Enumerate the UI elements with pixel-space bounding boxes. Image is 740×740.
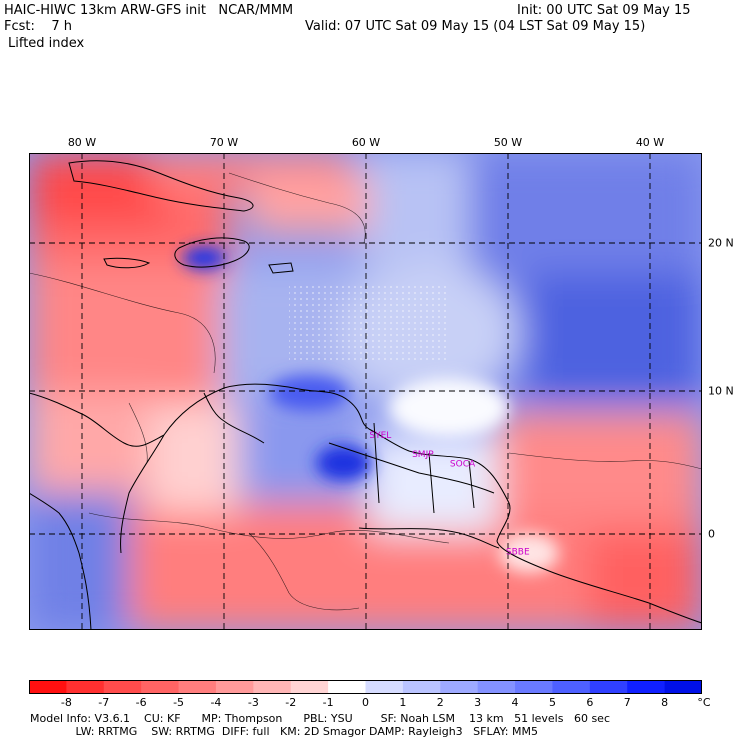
contours xyxy=(29,172,702,611)
station-label: SYEL xyxy=(369,431,391,441)
colorbar-tick-label: -3 xyxy=(247,696,259,709)
colorbar-tick-label: 8 xyxy=(661,696,669,709)
lat-label: 20 N xyxy=(708,236,734,250)
station-label: SMJP xyxy=(412,450,434,460)
colorbar-swatch xyxy=(477,680,516,694)
colorbar-swatch xyxy=(440,680,479,694)
colorbar-swatch xyxy=(66,680,105,694)
colorbar-swatch xyxy=(627,680,666,694)
colorbar-tick-label: 1 xyxy=(399,696,407,709)
station-label: SBBE xyxy=(506,548,530,558)
lon-label: 80 W xyxy=(67,136,97,149)
lon-label: 60 W xyxy=(351,136,381,149)
colorbar-swatch xyxy=(215,680,254,694)
colorbar-tick-label: -6 xyxy=(135,696,147,709)
colorbar-swatch xyxy=(253,680,292,694)
shaded-field xyxy=(29,153,702,630)
colorbar-swatch xyxy=(29,680,67,694)
lon-label: 40 W xyxy=(635,136,665,149)
colorbar-tick-label: 7 xyxy=(623,696,631,709)
colorbar-tick-label: 5 xyxy=(548,696,556,709)
colorbar-swatch xyxy=(178,680,217,694)
init-time: Init: 00 UTC Sat 09 May 15 xyxy=(517,3,691,18)
coastlines xyxy=(29,160,702,630)
colorbar xyxy=(29,680,702,694)
colorbar-tick-label: -1 xyxy=(322,696,334,709)
lon-label: 50 W xyxy=(493,136,523,149)
colorbar-tick-label: -4 xyxy=(210,696,222,709)
colorbar-swatch xyxy=(664,680,702,694)
model-info-line-2: LW: RRTMG SW: RRTMG DIFF: full KM: 2D Sm… xyxy=(30,725,538,738)
title-line-1: HAIC-HIWC 13km ARW-GFS init NCAR/MMM xyxy=(4,3,294,18)
colorbar-swatch xyxy=(515,680,553,694)
map-frame xyxy=(29,153,702,630)
station-labels: SYEL SMJP SOCA SBBE xyxy=(369,431,530,558)
colorbar-swatch xyxy=(103,680,142,694)
valid-time: Valid: 07 UTC Sat 09 May 15 (04 LST Sat … xyxy=(305,19,646,34)
colorbar-tick-label: -5 xyxy=(173,696,185,709)
colorbar-tick-label: 0 xyxy=(362,696,369,709)
colorbar-tick-label: 4 xyxy=(511,696,519,709)
colorbar-swatch xyxy=(402,680,441,694)
colorbar-tick-label: -2 xyxy=(285,696,297,709)
station-label: SOCA xyxy=(450,459,476,469)
model-info-line-1: Model Info: V3.6.1 CU: KF MP: Thompson P… xyxy=(30,712,610,725)
colorbar-swatch xyxy=(365,680,404,694)
colorbar-swatch xyxy=(328,680,366,694)
colorbar-swatch xyxy=(290,680,329,694)
colorbar-tick-label: -8 xyxy=(60,696,72,709)
forecast-hour: Fcst: 7 h xyxy=(4,19,73,34)
field-name: Lifted index xyxy=(8,36,85,51)
lifted-index-map: SYEL SMJP SOCA SBBE xyxy=(29,153,702,630)
lon-label: 70 W xyxy=(209,136,239,149)
colorbar-tick-label: -7 xyxy=(98,696,110,709)
colorbar-tick-label: 2 xyxy=(436,696,444,709)
graticule xyxy=(29,153,702,630)
colorbar-tick-label: 3 xyxy=(474,696,482,709)
colorbar-tick-label: 6 xyxy=(586,696,594,709)
colorbar-swatch xyxy=(552,680,591,694)
colorbar-swatch xyxy=(141,680,180,694)
colorbar-unit: °C xyxy=(697,696,711,709)
colorbar-swatch xyxy=(589,680,628,694)
lat-label: 0 xyxy=(708,527,715,541)
lat-label: 10 N xyxy=(708,384,734,398)
